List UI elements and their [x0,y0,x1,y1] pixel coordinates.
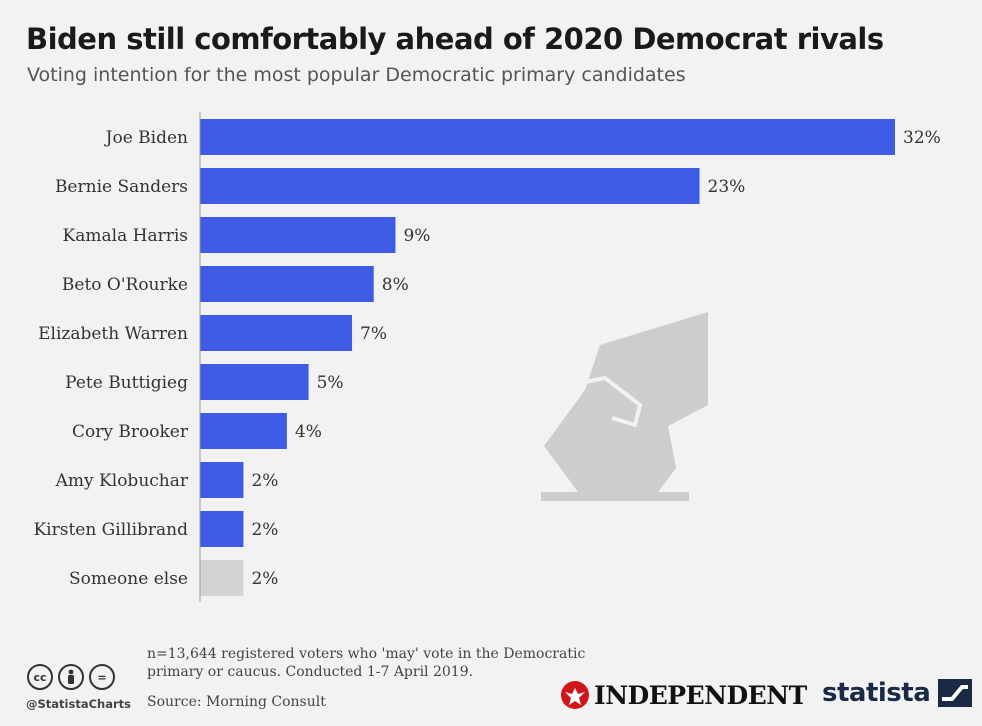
category-label: Someone else [69,569,188,589]
chart-subtitle: Voting intention for the most popular De… [27,64,686,86]
category-label: Joe Biden [104,128,188,148]
value-label: 9% [403,226,430,246]
value-label: 7% [360,324,387,344]
bar-someone-else [200,560,244,596]
bar-joe-biden [200,119,895,155]
bar-amy-klobuchar [200,462,244,498]
value-label: 32% [903,128,941,148]
statista-handle[interactable]: @StatistaCharts [26,697,131,711]
source-note: Source: Morning Consult [147,694,326,710]
eagle-icon [561,681,589,709]
nd-equals-icon: = [89,664,115,690]
bar-beto-o-rourke [200,266,374,302]
chart-title: Biden still comfortably ahead of 2020 De… [26,22,884,56]
value-label: 5% [317,373,344,393]
statista-mark-icon [938,679,973,707]
survey-note: n=13,644 registered voters who 'may' vot… [147,646,586,680]
category-label: Beto O'Rourke [62,275,188,295]
value-label: 2% [251,569,278,589]
bar-pete-buttigieg [200,364,309,400]
independent-wordmark: INDEPENDENT [594,680,807,710]
category-label: Kirsten Gillibrand [33,520,188,540]
bar-bernie-sanders [200,168,700,204]
value-label: 2% [251,520,278,540]
bar-kamala-harris [200,217,396,253]
value-label: 2% [251,471,278,491]
value-label: 23% [708,177,746,197]
category-label: Elizabeth Warren [38,324,188,344]
bar-cory-brooker [200,413,287,449]
bar-kirsten-gillibrand [200,511,244,547]
statista-logo: statista [822,678,973,708]
cc-icon: cc [27,664,53,690]
category-label: Cory Brooker [72,422,189,442]
category-label: Kamala Harris [63,226,188,246]
value-label: 4% [295,422,322,442]
independent-logo: INDEPENDENT [560,680,807,710]
bar-elizabeth-warren [200,315,353,351]
category-label: Bernie Sanders [55,177,188,197]
ballot-box-watermark-icon [541,312,708,501]
by-person-icon [58,664,84,690]
value-label: 8% [382,275,409,295]
category-label: Pete Buttigieg [65,373,188,393]
license-icons: cc = [27,664,115,690]
statista-wordmark: statista [822,678,931,708]
category-label: Amy Klobuchar [55,471,189,491]
